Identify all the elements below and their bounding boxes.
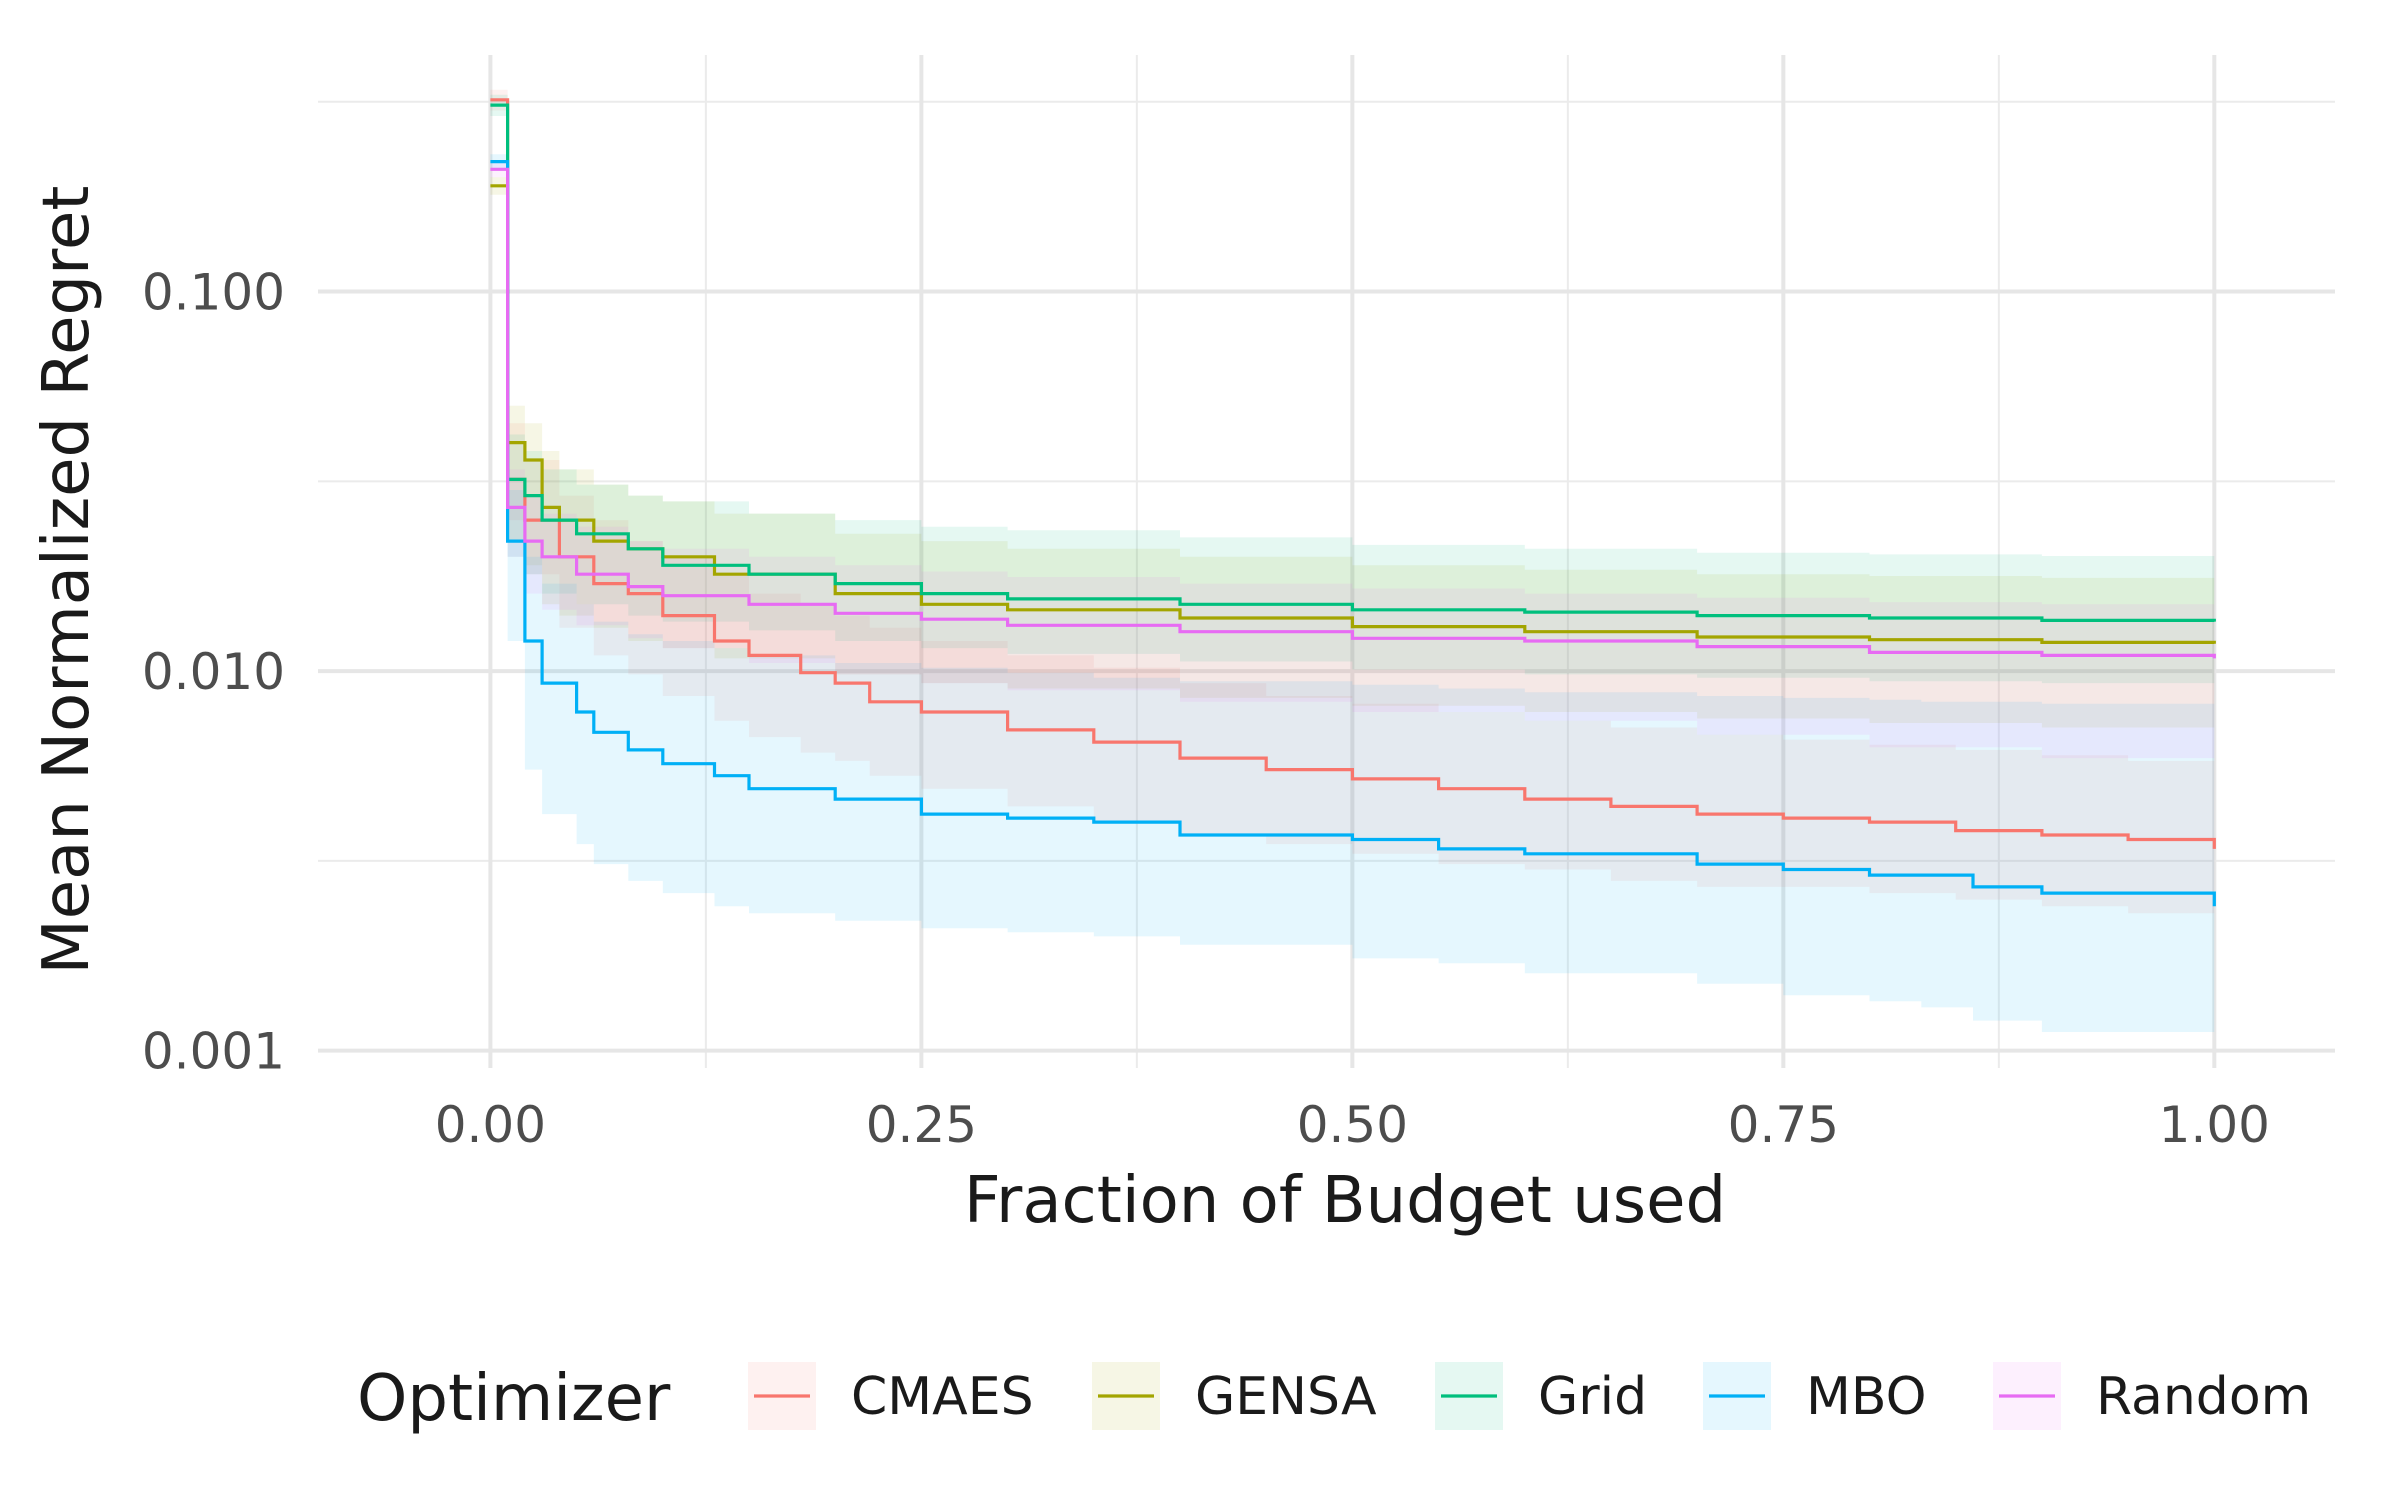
- legend-item-grid: Grid: [1435, 1362, 1647, 1430]
- legend-label-gensa: GENSA: [1195, 1367, 1377, 1427]
- legend-label-grid: Grid: [1538, 1367, 1647, 1427]
- series-lines: [490, 98, 2216, 907]
- line-random: [490, 167, 2216, 659]
- legend-label-random: Random: [2096, 1367, 2311, 1427]
- x-tick-label: 0.25: [866, 1096, 977, 1154]
- x-axis-label: Fraction of Budget used: [964, 1164, 1726, 1238]
- grid-lines: [318, 55, 2335, 1068]
- x-tick-label: 0.75: [1728, 1096, 1839, 1154]
- band-mbo: [490, 154, 2215, 1043]
- legend-label-mbo: MBO: [1806, 1367, 1927, 1427]
- x-tick-label: 1.00: [2159, 1096, 2270, 1154]
- legend-item-mbo: MBO: [1703, 1362, 1927, 1430]
- band-grid: [490, 94, 2215, 685]
- line-mbo: [490, 160, 2216, 907]
- y-tick-label: 0.100: [142, 264, 285, 322]
- x-tick-label: 0.50: [1297, 1096, 1408, 1154]
- legend-item-gensa: GENSA: [1092, 1362, 1377, 1430]
- legend-items: CMAES GENSA Grid MBO Random: [748, 1362, 2311, 1430]
- y-tick-label: 0.010: [142, 643, 285, 701]
- line-grid: [490, 103, 2216, 622]
- legend-label-cmaes: CMAES: [851, 1367, 1034, 1427]
- y-tick-label: 0.001: [142, 1023, 285, 1081]
- legend-item-cmaes: CMAES: [748, 1362, 1034, 1430]
- axes: 0.00 0.25 0.50 0.75 1.00 0.001 0.010 0.100: [142, 264, 2270, 1154]
- legend-item-random: Random: [1993, 1362, 2311, 1430]
- y-axis-label: Mean Normalized Regret: [30, 186, 104, 975]
- x-tick-label: 0.00: [435, 1096, 546, 1154]
- legend: Optimizer CMAES GENSA Grid MBO Random: [357, 1362, 2311, 1436]
- legend-title: Optimizer: [357, 1362, 671, 1436]
